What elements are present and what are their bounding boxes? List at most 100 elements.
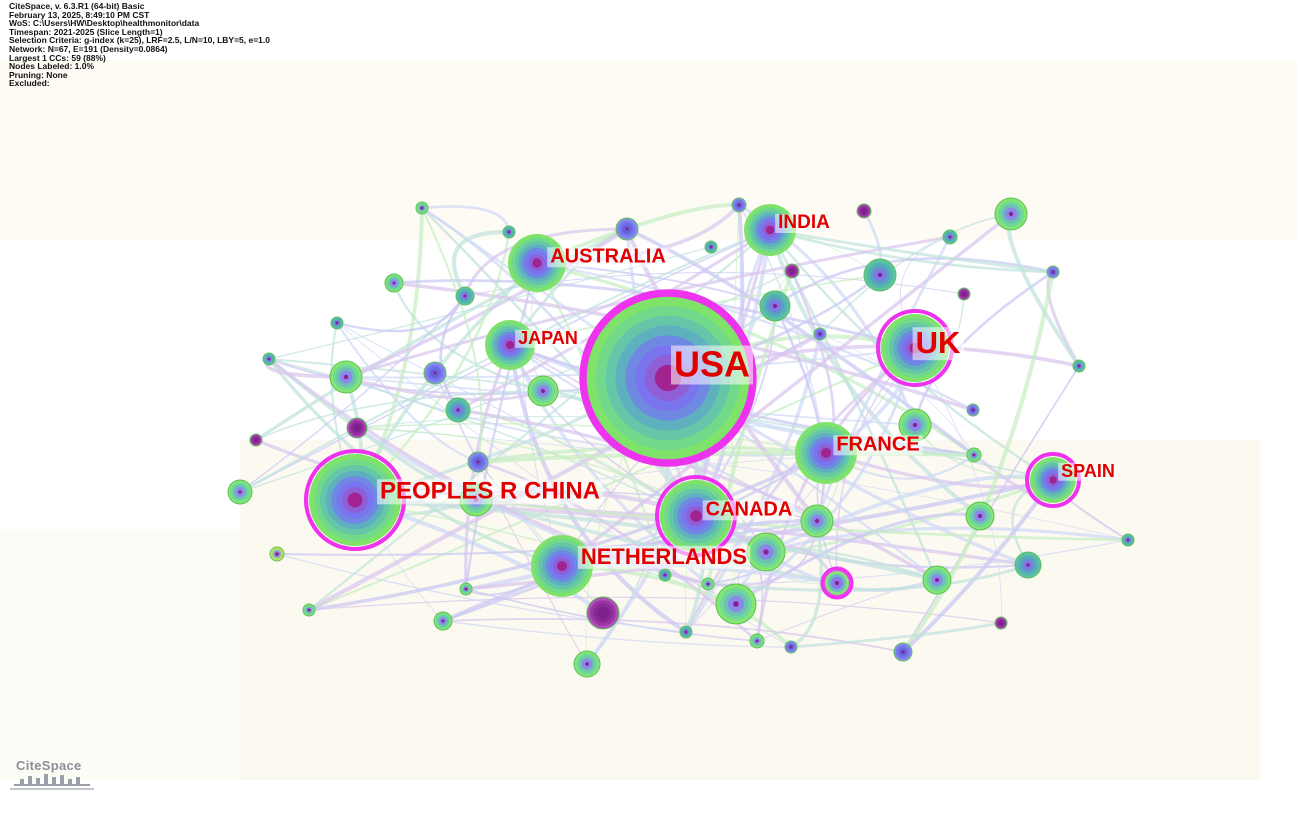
watermark <box>0 530 240 780</box>
edge <box>901 271 1056 654</box>
node <box>527 375 559 407</box>
node <box>455 286 475 306</box>
node-core <box>456 408 460 412</box>
edge <box>393 279 916 350</box>
node-core <box>690 510 702 522</box>
edge <box>336 322 479 464</box>
node <box>531 535 593 597</box>
node <box>731 197 747 213</box>
node <box>586 596 620 630</box>
edge <box>451 229 510 298</box>
node-core <box>737 203 741 207</box>
edge <box>421 207 698 517</box>
node <box>384 273 404 293</box>
node-core <box>507 230 511 234</box>
edge <box>774 257 1054 308</box>
node-core <box>540 388 546 394</box>
node <box>746 532 786 572</box>
node <box>227 479 253 505</box>
node-core <box>962 292 966 296</box>
node <box>701 577 715 591</box>
label-box <box>670 345 754 385</box>
label-box <box>775 214 834 234</box>
node <box>303 448 407 552</box>
node-core <box>814 518 820 524</box>
logo-text: CiteSpace <box>16 758 82 773</box>
edge <box>769 228 1054 274</box>
node-core <box>1051 270 1055 274</box>
edge <box>477 460 758 642</box>
edge <box>914 347 1002 624</box>
node-core <box>335 321 339 325</box>
label-box <box>702 500 796 521</box>
node-label: JAPAN <box>518 328 578 348</box>
logo-icon <box>10 774 94 790</box>
node <box>922 565 952 595</box>
node-core <box>532 258 542 268</box>
node-core <box>790 269 794 273</box>
node-core <box>625 227 629 231</box>
node-core <box>600 610 606 616</box>
node-core <box>821 448 831 458</box>
node-core <box>765 225 775 235</box>
edge <box>239 295 466 493</box>
node <box>966 403 980 417</box>
node-core <box>978 514 982 518</box>
label-box <box>1058 462 1118 481</box>
labels: USA UK PEOPLES R CHINA AUSTRALIA INDIA JAPAN F… <box>376 212 1118 569</box>
node <box>966 447 982 463</box>
edge <box>442 518 818 623</box>
node <box>679 625 693 639</box>
node-core <box>706 582 710 586</box>
node-label: NETHERLANDS <box>581 544 747 569</box>
header-line: WoS: C:\Users\HW\Desktop\healthmonitor\d… <box>9 18 200 29</box>
node-core <box>877 272 883 278</box>
header-line: Selection Criteria: g-index (k=25), LRF=… <box>9 35 271 46</box>
node <box>1121 533 1135 547</box>
node-core <box>912 422 918 428</box>
node <box>759 290 791 322</box>
node <box>1014 551 1042 579</box>
node <box>704 240 718 254</box>
header: CiteSpace, v. 6.3.R1 (64-bit) Basic Febru… <box>9 2 270 88</box>
node-core <box>238 490 242 494</box>
node-core <box>307 608 311 612</box>
edge <box>421 207 483 463</box>
node <box>893 642 913 662</box>
header-line: Nodes Labeled: 1.0% <box>9 61 95 72</box>
node-core <box>441 619 445 623</box>
header-line: Timespan: 2021-2025 (Slice Length=1) <box>9 26 163 37</box>
label-box <box>547 247 669 268</box>
label-box <box>912 327 964 361</box>
node <box>445 397 471 423</box>
edge <box>464 262 539 590</box>
node <box>262 352 276 366</box>
edge <box>475 498 1129 542</box>
edge <box>354 498 938 582</box>
label-box <box>376 479 604 505</box>
node <box>415 201 429 215</box>
edge <box>392 282 544 393</box>
node <box>965 501 995 531</box>
node <box>749 633 765 649</box>
node <box>502 225 516 239</box>
node-label: PEOPLES R CHINA <box>380 477 600 504</box>
node-core <box>476 460 480 464</box>
node-label: SPAIN <box>1061 461 1115 481</box>
node-core <box>463 294 467 298</box>
node <box>715 583 757 625</box>
node-core <box>267 357 271 361</box>
node-core <box>464 587 468 591</box>
header-line: Pruning: None <box>9 69 68 80</box>
node <box>957 287 971 301</box>
header-line: CiteSpace, v. 6.3.R1 (64-bit) Basic <box>9 1 145 11</box>
node <box>784 640 798 654</box>
node-core <box>1126 538 1130 542</box>
edge <box>560 212 1013 568</box>
node <box>433 611 453 631</box>
node-core <box>1008 211 1014 217</box>
node <box>942 229 958 245</box>
node-core <box>433 371 437 375</box>
